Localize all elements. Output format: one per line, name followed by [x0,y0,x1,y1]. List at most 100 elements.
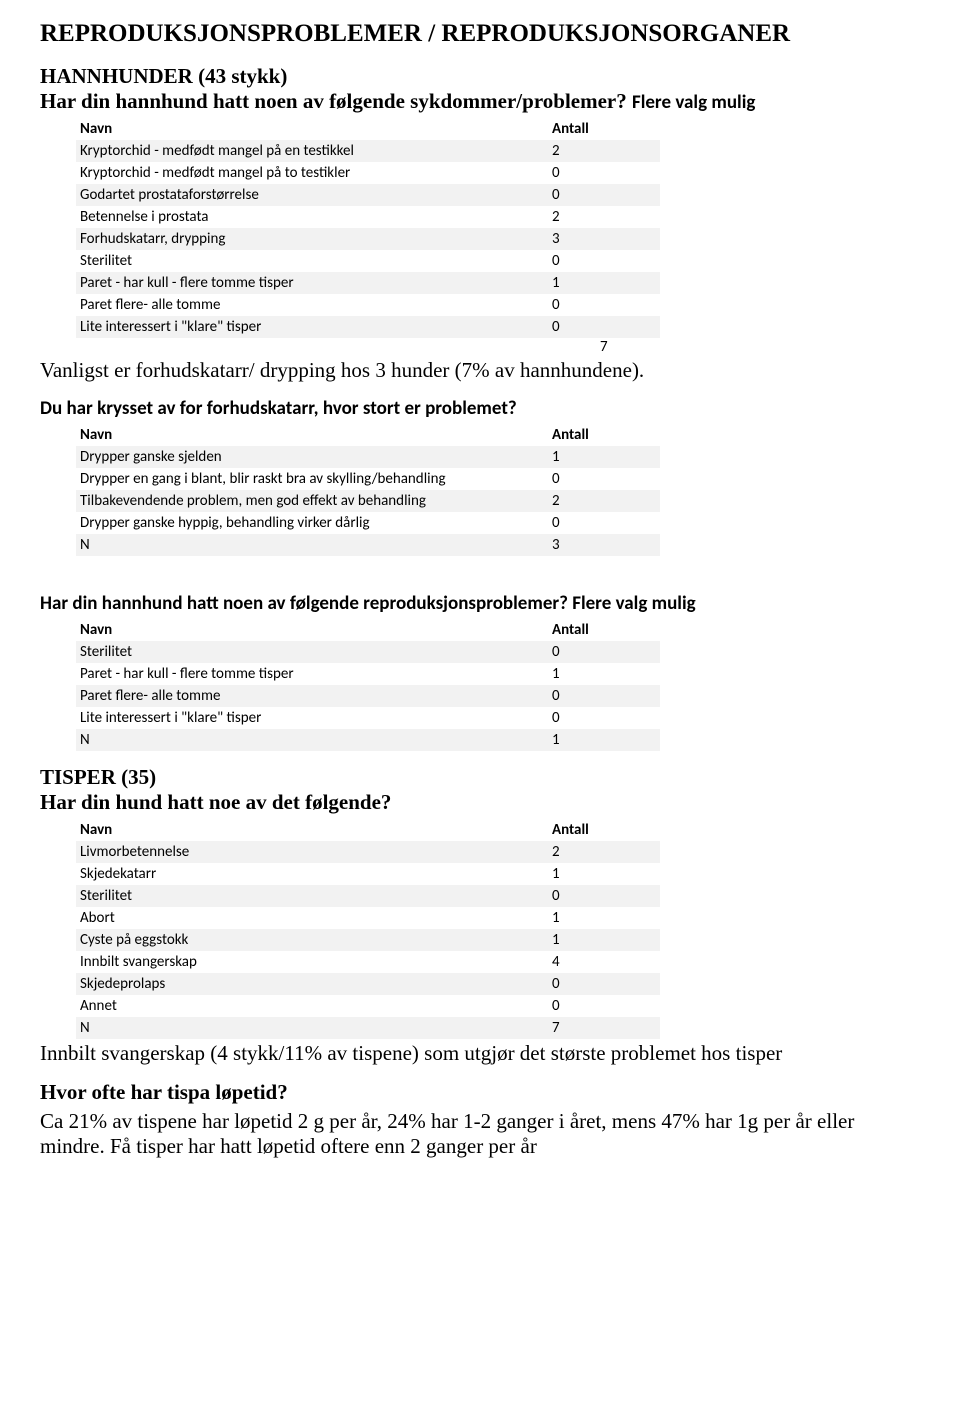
cell-val: 2 [548,206,660,228]
cell-name: Sterilitet [76,885,548,907]
table-s3: Navn Antall Sterilitet0 Paret - har kull… [76,619,660,751]
table-row: Skjedekatarr1 [76,863,660,885]
question-s1-part2: Flere valg mulig [632,91,755,114]
col-header-name: Navn [76,619,548,641]
table-row: Paret - har kull - flere tomme tisper1 [76,663,660,685]
question-s4: Har din hund hatt noe av det følgende? [40,790,920,815]
col-header-name: Navn [76,118,548,140]
col-header-val: Antall [548,819,660,841]
cell-val: 2 [548,841,660,863]
cell-name: Abort [76,907,548,929]
cell-val: 0 [548,885,660,907]
table-row: Sterilitet0 [76,641,660,663]
cell-name: Sterilitet [76,641,548,663]
table-row: Sterilitet0 [76,250,660,272]
cell-val: 4 [548,951,660,973]
cell-val: 1 [548,663,660,685]
cell-name: Paret flere- alle tomme [76,294,548,316]
cell-val: 0 [548,294,660,316]
table-header-row: Navn Antall [76,118,660,140]
cell-val: 3 [548,228,660,250]
question-s3: Har din hannhund hatt noen av følgende r… [40,592,920,615]
cell-name: Tilbakevendende problem, men god effekt … [76,490,548,512]
cell-val: 1 [548,907,660,929]
body-text-s1: Vanligst er forhudskatarr/ drypping hos … [40,358,920,383]
cell-val: 1 [548,729,660,751]
cell-val: 0 [548,707,660,729]
table-row: Sterilitet0 [76,885,660,907]
cell-name: Forhudskatarr, drypping [76,228,548,250]
cell-name: N [76,729,548,751]
table-s2: Navn Antall Drypper ganske sjelden1 Dryp… [76,424,660,556]
table-row: Drypper en gang i blant, blir raskt bra … [76,468,660,490]
cell-name: Cyste på eggstokk [76,929,548,951]
table-row: Godartet prostataforstørrelse0 [76,184,660,206]
body-text-s5: Ca 21% av tispene har løpetid 2 g per år… [40,1109,920,1159]
cell-name: Annet [76,995,548,1017]
cell-val: 0 [548,685,660,707]
table-header-row: Navn Antall [76,619,660,641]
cell-val: 3 [548,534,660,556]
table-row: Betennelse i prostata2 [76,206,660,228]
question-s1-part1: Har din hannhund hatt noen av følgende s… [40,89,632,113]
table-row: Innbilt svangerskap4 [76,951,660,973]
cell-name: Paret flere- alle tomme [76,685,548,707]
table-row: Tilbakevendende problem, men god effekt … [76,490,660,512]
col-header-name: Navn [76,819,548,841]
table-header-row: Navn Antall [76,819,660,841]
table-row: Kryptorchid - medfødt mangel på to testi… [76,162,660,184]
table-row: N3 [76,534,660,556]
cell-val: 0 [548,162,660,184]
table-row: Drypper ganske sjelden1 [76,446,660,468]
cell-val: 1 [548,929,660,951]
cell-val: 1 [548,272,660,294]
cell-val: 0 [548,184,660,206]
col-header-val: Antall [548,118,660,140]
cell-val: 0 [548,641,660,663]
cell-val: 2 [548,140,660,162]
table-row: Paret flere- alle tomme0 [76,294,660,316]
table-row: Livmorbetennelse2 [76,841,660,863]
cell-val: 0 [548,316,660,338]
cell-name: Betennelse i prostata [76,206,548,228]
cell-name: Livmorbetennelse [76,841,548,863]
cell-name: Kryptorchid - medfødt mangel på en testi… [76,140,548,162]
page-title: REPRODUKSJONSPROBLEMER / REPRODUKSJONSOR… [40,20,920,48]
cell-name: Paret - har kull - flere tomme tisper [76,663,548,685]
col-header-name: Navn [76,424,548,446]
cell-name: N [76,534,548,556]
cell-name: Sterilitet [76,250,548,272]
table-row: N7 [76,1017,660,1039]
table-row: Cyste på eggstokk1 [76,929,660,951]
body-text-s4: Innbilt svangerskap (4 stykk/11% av tisp… [40,1041,920,1066]
table-row: Lite interessert i "klare" tisper0 [76,316,660,338]
table-s1: Navn Antall Kryptorchid - medfødt mangel… [76,118,660,338]
cell-name: Drypper en gang i blant, blir raskt bra … [76,468,548,490]
cell-val: 1 [548,446,660,468]
question-s2: Du har krysset av for forhudskatarr, hvo… [40,397,920,420]
table-header-row: Navn Antall [76,424,660,446]
cell-val: 0 [548,468,660,490]
cell-name: Drypper ganske sjelden [76,446,548,468]
cell-name: Skjedekatarr [76,863,548,885]
cell-val: 1 [548,863,660,885]
cell-name: N [76,1017,548,1039]
cell-val: 7 [548,1017,660,1039]
cell-name: Lite interessert i "klare" tisper [76,707,548,729]
table-row: Kryptorchid - medfødt mangel på en testi… [76,140,660,162]
cell-val: 0 [548,512,660,534]
table-row: Drypper ganske hyppig, behandling virker… [76,512,660,534]
cell-val: 0 [548,995,660,1017]
table-row: Paret flere- alle tomme0 [76,685,660,707]
cell-name: Innbilt svangerskap [76,951,548,973]
cell-name: Drypper ganske hyppig, behandling virker… [76,512,548,534]
table-row: Paret - har kull - flere tomme tisper1 [76,272,660,294]
table-row: Abort1 [76,907,660,929]
cell-val: 0 [548,250,660,272]
section-heading-tisper: TISPER (35) [40,765,920,790]
table-row: Lite interessert i "klare" tisper0 [76,707,660,729]
cell-val: 0 [548,973,660,995]
col-header-val: Antall [548,424,660,446]
question-s5: Hvor ofte har tispa løpetid? [40,1080,920,1105]
cell-name: Lite interessert i "klare" tisper [76,316,548,338]
